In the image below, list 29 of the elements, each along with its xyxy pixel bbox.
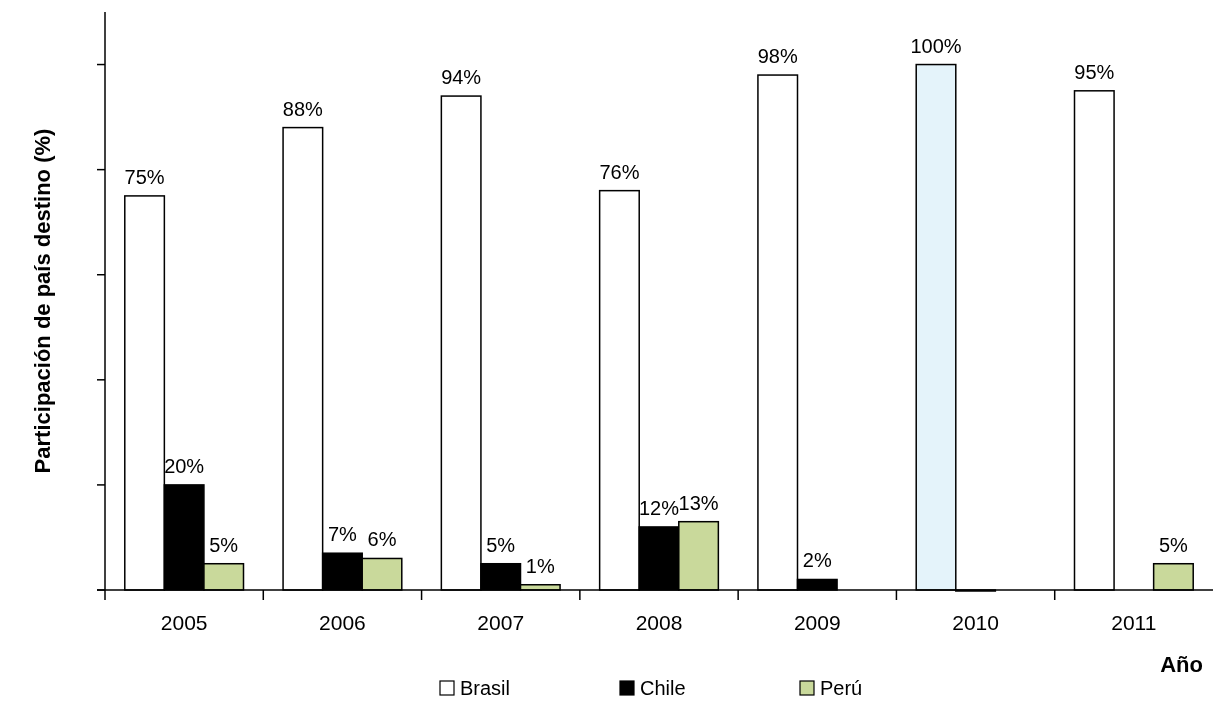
x-tick-label: 2010 xyxy=(952,611,999,634)
x-axis-title: Año xyxy=(1160,652,1203,677)
legend-label: Brasil xyxy=(460,677,511,699)
y-axis-title: Participación de país destino (%) xyxy=(30,128,55,474)
legend-label: Perú xyxy=(820,677,863,699)
x-tick-label: 2008 xyxy=(635,611,683,634)
data-label: 100% xyxy=(910,34,962,57)
x-tick-label: 2009 xyxy=(793,611,841,634)
data-label: 20% xyxy=(164,454,205,477)
data-label: 5% xyxy=(1158,533,1189,556)
data-label: 7% xyxy=(327,523,358,546)
data-label: 5% xyxy=(209,533,239,556)
data-label: 76% xyxy=(599,160,640,183)
data-label: 12% xyxy=(638,496,680,519)
x-tick-label: 2005 xyxy=(160,611,208,634)
legend-label: Chile xyxy=(640,677,686,699)
data-label: 94% xyxy=(441,66,482,89)
data-label: 88% xyxy=(282,97,324,120)
x-tick-label: 2011 xyxy=(1111,611,1157,634)
x-tick-label: 2006 xyxy=(319,611,366,634)
data-label: 6% xyxy=(367,528,397,551)
data-label: 98% xyxy=(757,45,798,68)
data-label: 75% xyxy=(124,165,165,188)
x-tick-label: 2007 xyxy=(477,611,525,634)
data-label: 95% xyxy=(1074,60,1115,83)
data-label: 1% xyxy=(525,554,555,577)
data-label: 2% xyxy=(802,549,832,572)
data-label: 13% xyxy=(678,491,719,514)
data-label: 5% xyxy=(486,533,516,556)
